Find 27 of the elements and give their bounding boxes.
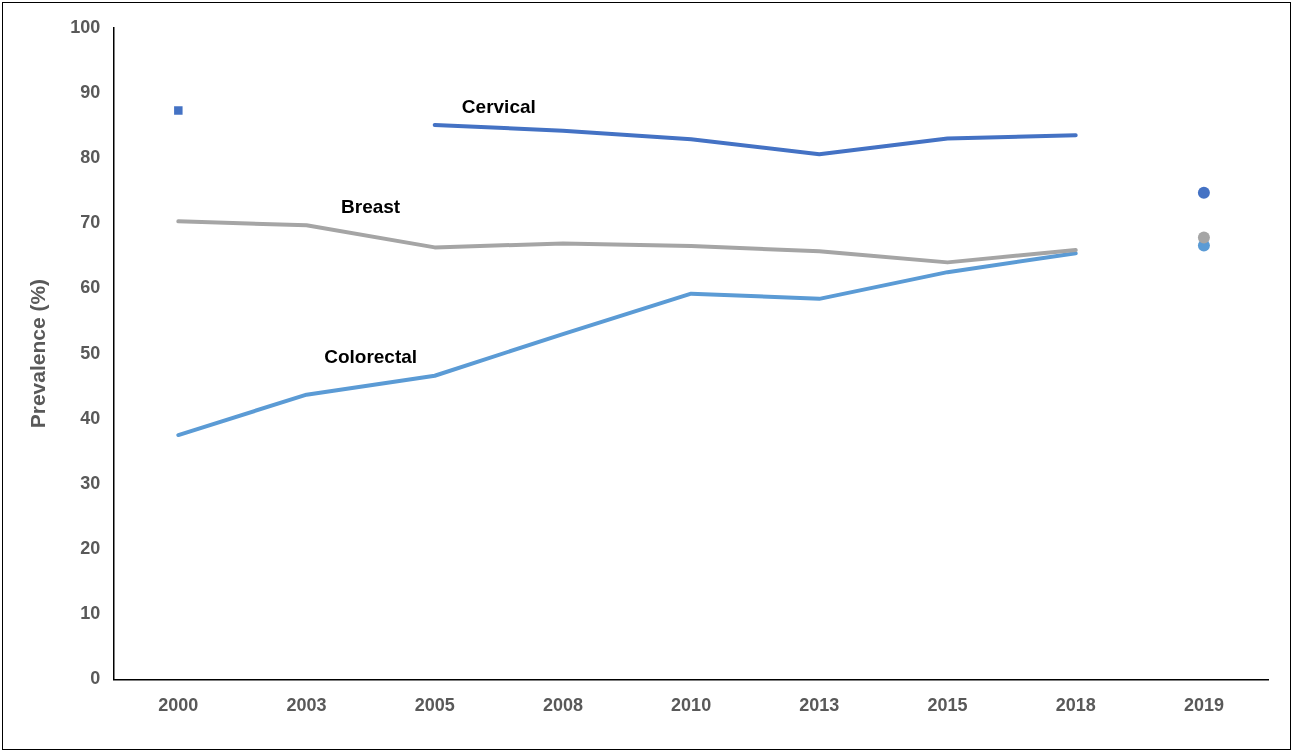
x-tick-label: 2003 [286,695,327,716]
x-tick-label: 2013 [799,695,840,716]
y-tick-label: 10 [80,603,101,624]
point [1197,186,1210,199]
x-tick-label: 2015 [927,695,968,716]
series-label: Colorectal [324,346,418,368]
y-axis-title: Prevalence (%) [26,278,50,429]
series-label: Cervical [461,95,536,117]
y-tick-label: 90 [80,81,101,102]
y-tick-label: 30 [80,472,101,493]
y-tick-label: 70 [80,212,101,233]
point [1197,231,1210,244]
series-label: Breast [341,195,401,217]
x-tick-label: 2008 [542,695,583,716]
x-tick-label: 2018 [1055,695,1096,716]
y-tick-label: 0 [90,668,101,689]
y-tick-label: 80 [80,147,101,168]
y-tick-label: 100 [70,16,101,37]
y-tick-label: 20 [80,538,101,559]
y-tick-label: 50 [80,342,101,363]
x-tick-label: 2005 [414,695,455,716]
y-tick-label: 60 [80,277,101,298]
x-tick-label: 2010 [671,695,712,716]
y-tick-label: 40 [80,407,101,428]
x-tick-label: 2019 [1183,695,1224,716]
x-tick-label: 2000 [158,695,199,716]
point [174,106,183,115]
